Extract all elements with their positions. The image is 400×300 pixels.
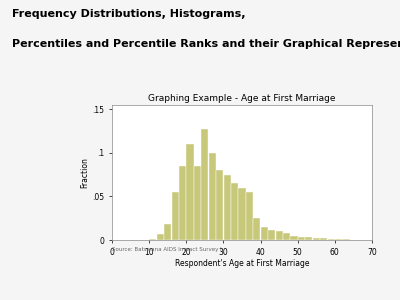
Bar (290, 236, 298, 240)
Bar (253, 218, 260, 240)
Y-axis label: Fraction: Fraction (80, 157, 90, 188)
Bar (261, 227, 268, 240)
X-axis label: Respondent's Age at First Marriage: Respondent's Age at First Marriage (175, 260, 309, 268)
Bar (238, 188, 246, 240)
Bar (172, 192, 179, 240)
Bar (209, 153, 216, 240)
Bar (224, 175, 231, 240)
Bar (194, 166, 201, 240)
Bar (179, 166, 186, 240)
Bar (313, 238, 320, 240)
Bar (201, 128, 208, 240)
Bar (268, 230, 275, 240)
Text: Source: Batswana AIDS Impact Survey I: Source: Batswana AIDS Impact Survey I (112, 248, 222, 253)
Bar (283, 233, 290, 240)
Bar (305, 237, 312, 240)
Title: Graphing Example - Age at First Marriage: Graphing Example - Age at First Marriage (148, 94, 336, 103)
Bar (328, 239, 335, 240)
Bar (335, 239, 342, 240)
Bar (186, 144, 194, 240)
Bar (216, 170, 223, 240)
Bar (342, 239, 350, 240)
Bar (298, 236, 305, 240)
Bar (276, 231, 283, 240)
Bar (157, 234, 164, 240)
Text: Percentiles and Percentile Ranks and their Graphical Representations: Percentiles and Percentile Ranks and the… (12, 39, 400, 49)
Bar (246, 192, 253, 240)
Bar (149, 239, 156, 240)
Bar (320, 238, 327, 240)
Bar (231, 183, 238, 240)
Text: Frequency Distributions, Histograms,: Frequency Distributions, Histograms, (12, 9, 246, 19)
Bar (164, 224, 171, 240)
